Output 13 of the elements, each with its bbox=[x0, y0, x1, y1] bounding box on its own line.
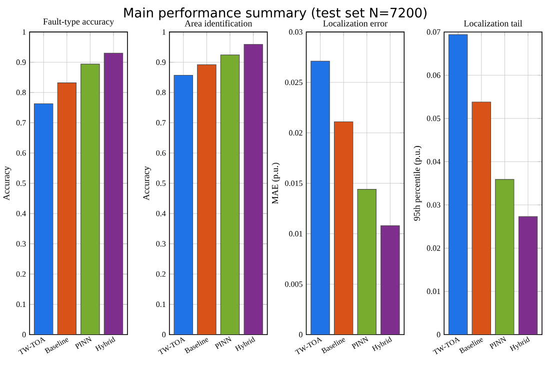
y-axis-title: Accuracy bbox=[3, 166, 12, 201]
chart-title: Localization error bbox=[323, 20, 388, 27]
chart-title: Area identification bbox=[184, 20, 252, 27]
y-axis-title: MAE (p.u.) bbox=[272, 163, 280, 204]
text: Main performance summary (test set N=7200) bbox=[124, 8, 426, 20]
bar bbox=[448, 34, 468, 335]
y-axis-title: Accuracy bbox=[143, 166, 152, 201]
bar bbox=[472, 102, 492, 335]
y-axis-title: 95th percentile (p.u.) bbox=[414, 146, 422, 221]
chart-title: Localization tail bbox=[464, 20, 522, 27]
bar bbox=[80, 64, 100, 335]
bar bbox=[357, 189, 376, 335]
chart-title: Fault-type accuracy bbox=[43, 18, 114, 27]
